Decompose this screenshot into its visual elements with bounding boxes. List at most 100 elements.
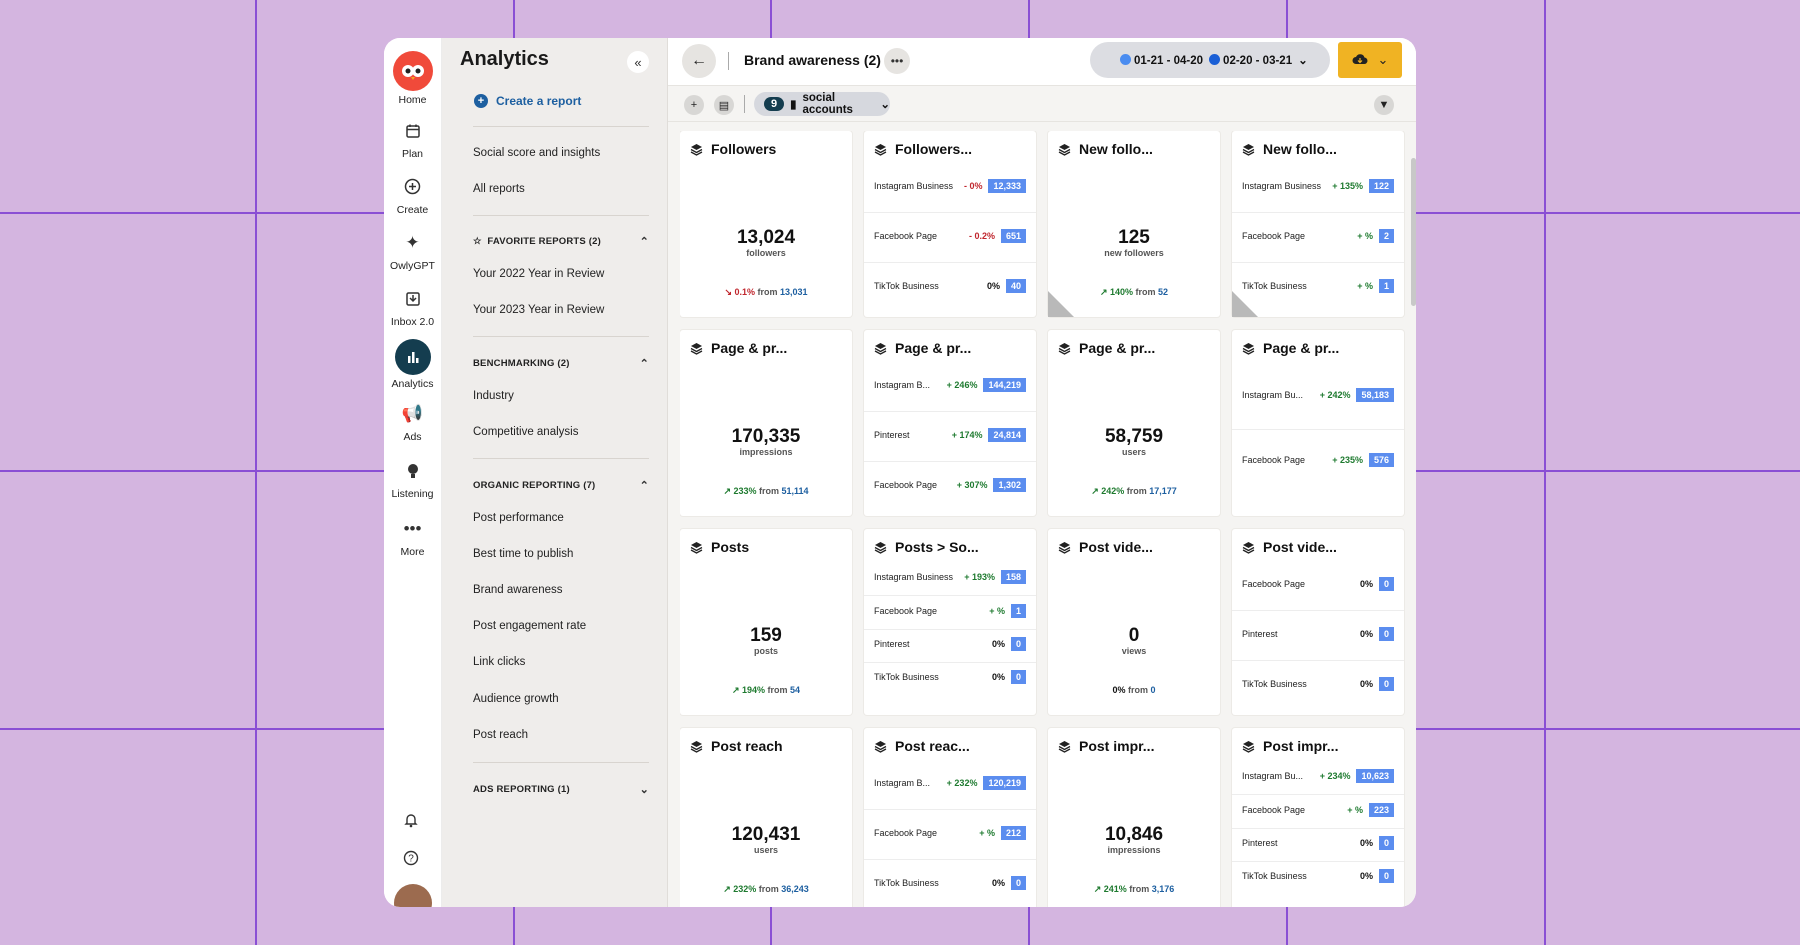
account-value-badge: 10,623	[1356, 769, 1394, 783]
row-divider	[1232, 794, 1404, 795]
avatar[interactable]	[394, 884, 432, 907]
create-report-label: Create a report	[496, 94, 582, 108]
divider	[473, 762, 649, 763]
section-organic-reporting[interactable]: ORGANIC REPORTING (7) ⌃	[473, 479, 649, 492]
bar-chart-icon	[394, 338, 431, 375]
card-title-text: Page & pr...	[895, 340, 972, 356]
sidebar-title: Analytics	[460, 48, 549, 70]
delta-percent: 241%	[1103, 884, 1127, 894]
metric-card[interactable]: Page & pr... Instagram Bu... + 242% 58,183 F…	[1232, 330, 1404, 516]
filter-icon: ▼	[1378, 99, 1390, 111]
metric-card[interactable]: Page & pr... 58,759 users ↗ 242% from 17,17…	[1048, 330, 1220, 516]
sidebar-link-2022-review[interactable]: Your 2022 Year in Review	[473, 268, 605, 280]
account-value-badge: 158	[1000, 570, 1026, 584]
metric-card[interactable]: Followers 13,024 followers ↘ 0.1% from 13,0…	[680, 131, 852, 317]
more-icon: •••	[403, 518, 422, 538]
back-button[interactable]: ←	[682, 44, 716, 78]
warning-icon	[1048, 291, 1074, 317]
report-options-button[interactable]: •••	[884, 48, 910, 74]
scrollbar[interactable]	[1411, 158, 1416, 306]
sidebar-link-industry[interactable]: Industry	[473, 390, 514, 402]
rail-item-ads[interactable]: 📢 Ads	[384, 393, 442, 450]
rail-item-listening[interactable]: Listening	[384, 450, 442, 507]
rail-item-create[interactable]: Create	[384, 166, 442, 222]
metric-card[interactable]: Post impr... Instagram Bu... + 234% 10,623 F…	[1232, 728, 1404, 907]
filter-bar: + ▤ 9 ▮ social accounts ⌄ ▼	[668, 86, 1416, 122]
section-ads-reporting[interactable]: ADS REPORTING (1) ⌄	[473, 783, 649, 796]
metric-card[interactable]: Post reac... Instagram B... + 232% 120,219 F…	[864, 728, 1036, 907]
account-name: Facebook Page	[1242, 231, 1306, 241]
page-title: Brand awareness (2)	[744, 52, 881, 68]
sidebar-link-competitive[interactable]: Competitive analysis	[473, 426, 579, 438]
filter-button[interactable]: ▼	[1374, 95, 1394, 115]
sidebar-link-social-score[interactable]: Social score and insights	[473, 147, 601, 159]
row-divider	[864, 411, 1036, 412]
sidebar-link-2023-review[interactable]: Your 2023 Year in Review	[473, 304, 605, 316]
metric-card[interactable]: Page & pr... 170,335 impressions ↗ 233% fro…	[680, 330, 852, 516]
metric-card[interactable]: Followers... Instagram Business - 0% 12,333…	[864, 131, 1036, 317]
report-settings-button[interactable]: ▤	[714, 95, 734, 115]
account-change: + 234%	[1319, 771, 1351, 781]
metric-card[interactable]: New follo... 125 new followers ↗ 140% from …	[1048, 131, 1220, 317]
rail-item-inbox[interactable]: Inbox 2.0	[384, 278, 442, 335]
metric-card[interactable]: Post impr... 10,846 impressions ↗ 241% from…	[1048, 728, 1220, 907]
section-benchmarking[interactable]: BENCHMARKING (2) ⌃	[473, 357, 649, 370]
metric-card[interactable]: Posts > So... Instagram Business + 193% 158…	[864, 529, 1036, 715]
collapse-sidebar-button[interactable]: «	[627, 51, 649, 73]
account-row: TikTok Business 0% 0	[874, 873, 1026, 893]
account-row: Facebook Page + 307% 1,302	[874, 475, 1026, 495]
sidebar-link-all-reports[interactable]: All reports	[473, 183, 525, 195]
sidebar-link-post-performance[interactable]: Post performance	[473, 512, 564, 524]
date-range-1-dot	[1120, 53, 1131, 65]
rail-item-analytics[interactable]: Analytics	[384, 335, 442, 393]
divider	[728, 52, 729, 70]
metric-card[interactable]: Post vide... Facebook Page 0% 0 Pinterest 0% 0…	[1232, 529, 1404, 715]
rail-item-more[interactable]: ••• More	[384, 507, 442, 565]
metric-card[interactable]: Page & pr... Instagram B... + 246% 144,219 P…	[864, 330, 1036, 516]
sidebar-link-post-reach[interactable]: Post reach	[473, 729, 528, 741]
delta-percent: 0%	[1112, 685, 1126, 695]
card-title-text: New follo...	[1263, 141, 1337, 157]
row-divider	[1232, 428, 1404, 430]
bell-icon[interactable]	[403, 812, 419, 833]
account-value-badge: 0	[1378, 577, 1394, 591]
account-row: TikTok Business 0% 0	[874, 667, 1026, 687]
help-icon[interactable]: ?	[403, 850, 419, 871]
card-title: Followers	[690, 141, 776, 157]
star-icon: ☆	[473, 236, 482, 247]
sidebar-link-link-clicks[interactable]: Link clicks	[473, 656, 526, 668]
sidebar-link-audience-growth[interactable]: Audience growth	[473, 693, 559, 705]
section-favorite-reports[interactable]: ☆ FAVORITE REPORTS (2) ⌃	[473, 235, 649, 248]
divider	[473, 336, 649, 337]
create-report-link[interactable]: + Create a report	[474, 94, 581, 108]
account-name: Instagram Bu...	[1242, 390, 1304, 400]
layers-icon	[1058, 342, 1071, 355]
sidebar-link-best-time[interactable]: Best time to publish	[473, 548, 574, 560]
rail-item-owlygpt[interactable]: ✦ OwlyGPT	[384, 222, 442, 278]
metric-card[interactable]: Post vide... 0 views 0% from 0	[1048, 529, 1220, 715]
social-accounts-selector[interactable]: 9 ▮ social accounts ⌄	[754, 92, 890, 116]
account-value-badge: 12,333	[988, 179, 1026, 193]
metric-unit: impressions	[1107, 845, 1161, 855]
layers-icon	[690, 342, 703, 355]
sidebar-link-brand-awareness[interactable]: Brand awareness	[473, 584, 563, 596]
metric-value: 58,759	[1104, 426, 1164, 447]
card-title-text: Post reac...	[895, 738, 970, 754]
account-value-badge: 0	[1378, 677, 1394, 691]
rail-item-plan[interactable]: Plan	[384, 110, 442, 166]
row-divider	[864, 461, 1036, 462]
rail-item-home[interactable]: Home	[384, 38, 442, 110]
metric-card[interactable]: Post reach 120,431 users ↗ 232% from 36,243	[680, 728, 852, 907]
date-range-selector[interactable]: 01-21 - 04-20 02-20 - 03-21 ⌄	[1090, 42, 1330, 78]
metric-card[interactable]: Posts 159 posts ↗ 194% from 54	[680, 529, 852, 715]
metric-unit: impressions	[739, 447, 793, 457]
sidebar-link-engagement-rate[interactable]: Post engagement rate	[473, 620, 587, 632]
layers-icon	[874, 342, 887, 355]
card-title: Posts	[690, 539, 749, 555]
account-name: Instagram B...	[874, 778, 931, 788]
previous-value: 3,176	[1151, 884, 1175, 894]
metric-card[interactable]: New follo... Instagram Business + 135% 122 F…	[1232, 131, 1404, 317]
account-value-badge: 1	[1378, 279, 1394, 293]
export-button[interactable]: ⌄	[1338, 42, 1402, 78]
add-widget-button[interactable]: +	[684, 95, 704, 115]
